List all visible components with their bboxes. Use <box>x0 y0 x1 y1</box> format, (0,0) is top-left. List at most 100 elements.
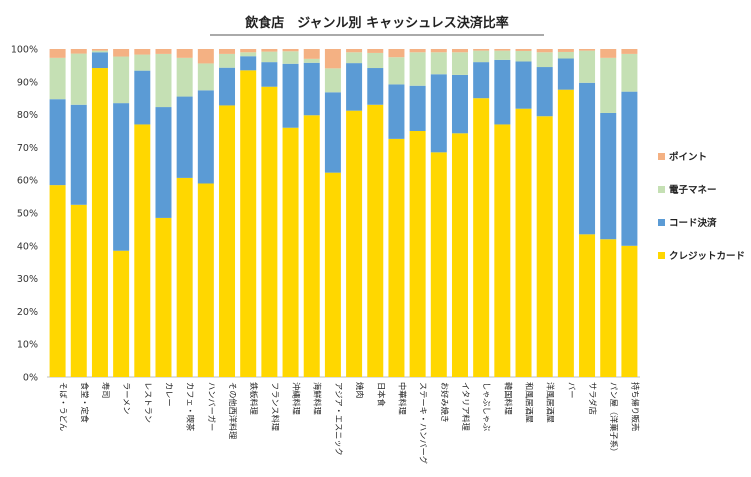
bar-segment <box>346 52 363 64</box>
bar-segment <box>91 50 108 53</box>
bar-segment <box>91 49 108 51</box>
bar-segment <box>430 49 447 53</box>
bar-segment <box>197 63 214 91</box>
bar-segment <box>367 104 384 377</box>
x-tick-label: フランス料理 <box>270 382 280 431</box>
bar-segment <box>91 52 108 69</box>
x-tick-label: その他西洋料理 <box>228 382 238 439</box>
bar-segment <box>282 51 299 64</box>
y-tick-label: 20% <box>17 307 38 318</box>
bar-segment <box>113 250 130 377</box>
bar-segment <box>579 82 596 235</box>
bar-segment <box>176 49 193 58</box>
bar-segment <box>240 70 257 377</box>
bar-segment <box>579 50 596 83</box>
legend-swatch <box>658 252 665 259</box>
bar-segment <box>261 62 278 87</box>
bar-segment <box>409 131 426 377</box>
bar-segment <box>134 49 151 55</box>
bar-segment <box>409 49 426 53</box>
x-tick-label: アジア・エスニック <box>334 382 344 456</box>
x-tick-label: サラダ店 <box>588 382 598 415</box>
bar-segment <box>303 115 320 378</box>
bar-segment <box>70 53 87 105</box>
bar-segment <box>557 49 574 52</box>
y-tick-label: 10% <box>17 340 38 351</box>
bar-segment <box>621 53 638 92</box>
x-tick-label: カレー <box>164 382 174 407</box>
bar-segment <box>388 138 405 377</box>
bar-segment <box>176 57 193 97</box>
y-tick-label: 60% <box>17 176 38 187</box>
bar-segment <box>219 105 236 377</box>
x-axis: そば・うどん 食堂・定食 寿司 ラーメン レストラン カレー カフェ・喫茶 ハンバーガー その他… <box>59 382 641 464</box>
bar-segment <box>261 51 278 63</box>
bar-segment <box>430 52 447 75</box>
bar-segment <box>261 49 278 52</box>
bar-segment <box>70 49 87 54</box>
bar-segment <box>303 49 320 59</box>
bar-segment <box>324 92 341 173</box>
bar-segment <box>388 57 405 85</box>
x-tick-label: 寿司 <box>101 382 111 398</box>
bar-segment <box>451 133 468 377</box>
x-tick-label: イタリア料理 <box>461 382 471 431</box>
bar-segment <box>49 57 66 100</box>
bar-segment <box>494 49 511 51</box>
bar-segment <box>494 124 511 377</box>
bar-segment <box>557 89 574 377</box>
bar-segment <box>579 49 596 51</box>
bar-segment <box>536 49 553 53</box>
bar-segment <box>494 50 511 60</box>
y-tick-label: 90% <box>17 77 38 88</box>
bar-segment <box>282 63 299 128</box>
bar-segment <box>621 245 638 377</box>
chart-title: 飲食店 ジャンル別 キャッシュレス決済比率 <box>244 15 509 31</box>
bar-segment <box>557 58 574 90</box>
bar-segment <box>600 112 617 240</box>
x-tick-label: 和風居酒屋 <box>525 382 535 423</box>
bar-segment <box>219 53 236 68</box>
bar-segment <box>324 172 341 377</box>
x-tick-label: パン屋（洋菓子系） <box>609 382 619 456</box>
bar-segment <box>324 49 341 69</box>
legend-label: コード決済 <box>669 217 717 229</box>
legend-swatch <box>658 186 665 193</box>
bar-segment <box>536 67 553 117</box>
bar-segment <box>621 49 638 54</box>
x-tick-label: 洋風居酒屋 <box>546 382 556 423</box>
bar-segment <box>176 96 193 178</box>
bar-segment <box>155 53 172 108</box>
bar-segment <box>303 58 320 63</box>
x-tick-label: 焼肉 <box>355 382 365 398</box>
bar-segment <box>197 90 214 184</box>
bar-segment <box>515 108 532 378</box>
bar-segment <box>134 124 151 377</box>
legend-swatch <box>658 153 665 160</box>
legend-label: クレジットカード <box>669 251 745 262</box>
bar-segment <box>388 49 405 58</box>
bar-segment <box>346 110 363 377</box>
bar-segment <box>430 74 447 153</box>
bar-segment <box>197 183 214 377</box>
x-tick-label: お好み焼き <box>440 382 450 423</box>
bar-segment <box>49 185 66 377</box>
bar-segment <box>515 61 532 109</box>
x-tick-label: ラーメン <box>122 382 132 414</box>
bar-segment <box>49 99 66 186</box>
bar-segment <box>155 107 172 218</box>
bar-segment <box>579 234 596 377</box>
bar-segment <box>70 204 87 377</box>
bar-segment <box>240 49 257 53</box>
bar-segment <box>536 116 553 378</box>
bar-segment <box>621 91 638 246</box>
x-tick-label: レストラン <box>143 382 153 423</box>
y-tick-label: 80% <box>17 110 38 121</box>
y-tick-label: 70% <box>17 143 38 154</box>
bar-segment <box>155 217 172 377</box>
y-tick-label: 100% <box>11 45 38 56</box>
x-tick-label: 中華料理 <box>397 382 407 415</box>
bar-segment <box>409 85 426 131</box>
x-tick-label: 沖縄料理 <box>292 382 302 415</box>
